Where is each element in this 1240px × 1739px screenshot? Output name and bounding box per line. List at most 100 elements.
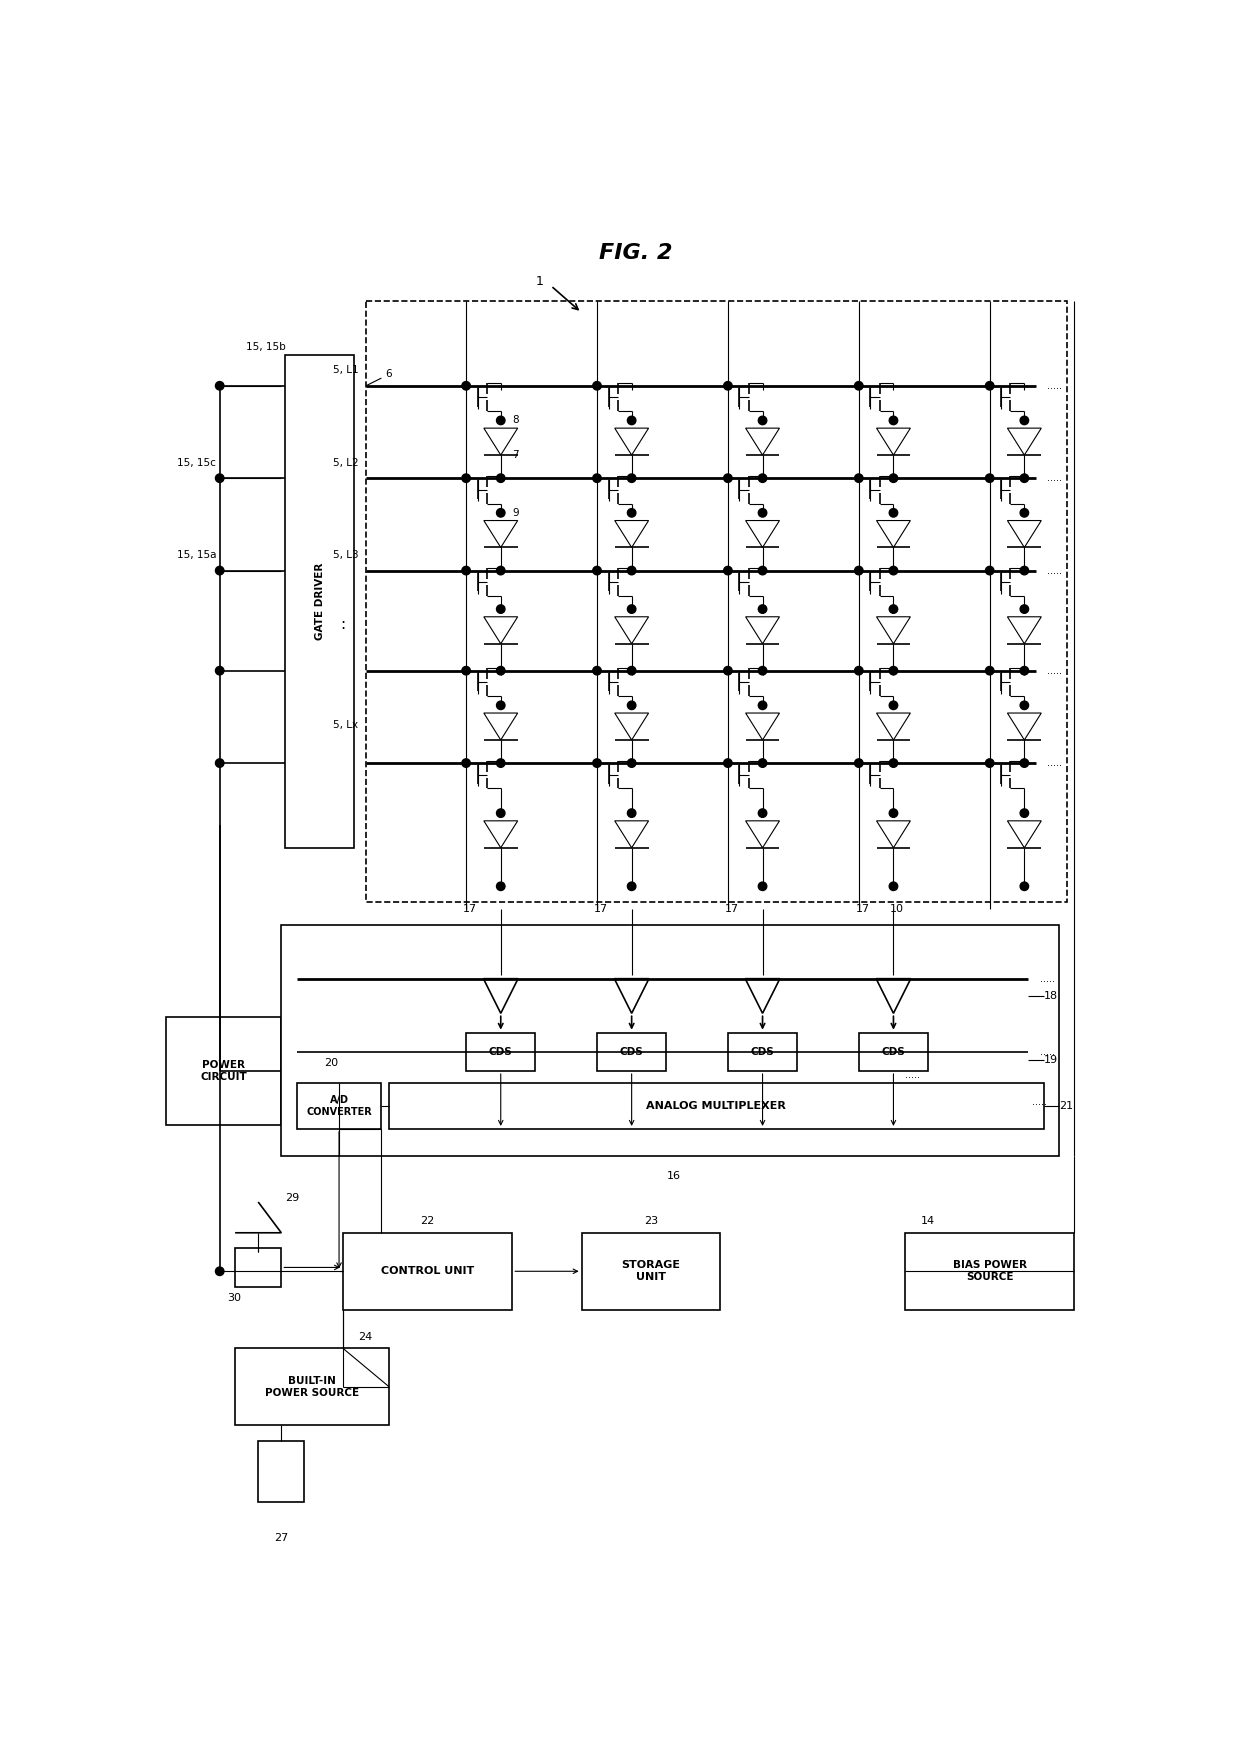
Circle shape [854,381,863,390]
Text: 6: 6 [386,369,392,379]
Circle shape [889,416,898,424]
Bar [366,301,1066,903]
Text: 17: 17 [724,904,739,915]
Bar [728,1033,797,1071]
Circle shape [759,809,766,817]
Circle shape [461,666,470,675]
Circle shape [461,758,470,767]
Circle shape [496,666,505,675]
Text: 23: 23 [644,1216,658,1226]
Circle shape [854,475,863,482]
Circle shape [1021,882,1029,890]
Circle shape [1021,809,1029,817]
Circle shape [759,416,766,424]
Circle shape [759,758,766,767]
Text: CDS: CDS [489,1047,512,1057]
Bar [236,1249,281,1287]
Text: POWER
CIRCUIT: POWER CIRCUIT [200,1061,247,1082]
Text: 9: 9 [512,508,518,518]
Circle shape [759,508,766,516]
Text: 29: 29 [285,1193,299,1203]
Bar [343,1233,512,1309]
Circle shape [986,475,994,482]
Circle shape [986,666,994,675]
Circle shape [889,666,898,675]
Circle shape [854,666,863,675]
Circle shape [889,567,898,576]
Bar [905,1233,1074,1309]
Text: CDS: CDS [620,1047,644,1057]
Circle shape [759,882,766,890]
Text: 5, L1: 5, L1 [332,365,358,376]
Text: 24: 24 [358,1332,372,1343]
Text: :: : [340,617,346,631]
Text: BUILT-IN
POWER SOURCE: BUILT-IN POWER SOURCE [265,1376,360,1398]
Text: 18: 18 [1044,991,1058,1002]
Circle shape [627,666,636,675]
Bar [596,1033,666,1071]
Circle shape [593,567,601,576]
Text: .....: ..... [1048,666,1063,676]
Circle shape [593,758,601,767]
Text: .....: ..... [1048,473,1063,483]
Circle shape [627,882,636,890]
Circle shape [627,508,636,516]
Circle shape [461,567,470,576]
Circle shape [759,666,766,675]
Text: 10: 10 [889,904,904,915]
Circle shape [1021,666,1029,675]
Text: BIAS POWER
SOURCE: BIAS POWER SOURCE [952,1261,1027,1282]
Circle shape [627,809,636,817]
Text: 27: 27 [274,1534,289,1542]
Circle shape [724,666,732,675]
Circle shape [461,381,470,390]
Circle shape [216,381,224,390]
Text: 5, Lx: 5, Lx [334,720,358,730]
Text: CONTROL UNIT: CONTROL UNIT [381,1266,474,1276]
Circle shape [1021,508,1029,516]
Text: 17: 17 [594,904,608,915]
Circle shape [889,882,898,890]
Circle shape [496,701,505,710]
Text: 15, 15c: 15, 15c [177,457,216,468]
Circle shape [889,758,898,767]
Text: STORAGE
UNIT: STORAGE UNIT [621,1261,681,1282]
Circle shape [496,416,505,424]
Circle shape [759,605,766,614]
Circle shape [216,475,224,482]
Text: 17: 17 [856,904,869,915]
Circle shape [889,701,898,710]
Text: CDS: CDS [750,1047,775,1057]
Circle shape [724,567,732,576]
Circle shape [593,381,601,390]
Bar [166,1017,281,1125]
Circle shape [496,758,505,767]
Text: 5, L2: 5, L2 [332,457,358,468]
Text: 21: 21 [1059,1101,1073,1111]
Circle shape [889,508,898,516]
Circle shape [724,381,732,390]
Text: 8: 8 [512,416,518,426]
Circle shape [627,567,636,576]
Circle shape [496,567,505,576]
Text: 16: 16 [667,1170,681,1181]
Circle shape [216,666,224,675]
Bar [285,355,355,849]
Text: 5, L3: 5, L3 [332,550,358,560]
Circle shape [889,809,898,817]
Circle shape [759,475,766,482]
Circle shape [1021,605,1029,614]
Circle shape [496,508,505,516]
Circle shape [986,381,994,390]
Text: .....: ..... [1048,565,1063,576]
Circle shape [627,475,636,482]
Text: ANALOG MULTIPLEXER: ANALOG MULTIPLEXER [646,1101,786,1111]
Text: 17: 17 [463,904,477,915]
Text: FIG. 2: FIG. 2 [599,243,672,263]
Circle shape [1021,701,1029,710]
Circle shape [496,605,505,614]
Text: CDS: CDS [882,1047,905,1057]
Circle shape [593,475,601,482]
Circle shape [461,475,470,482]
Text: .....: ..... [905,1069,920,1080]
